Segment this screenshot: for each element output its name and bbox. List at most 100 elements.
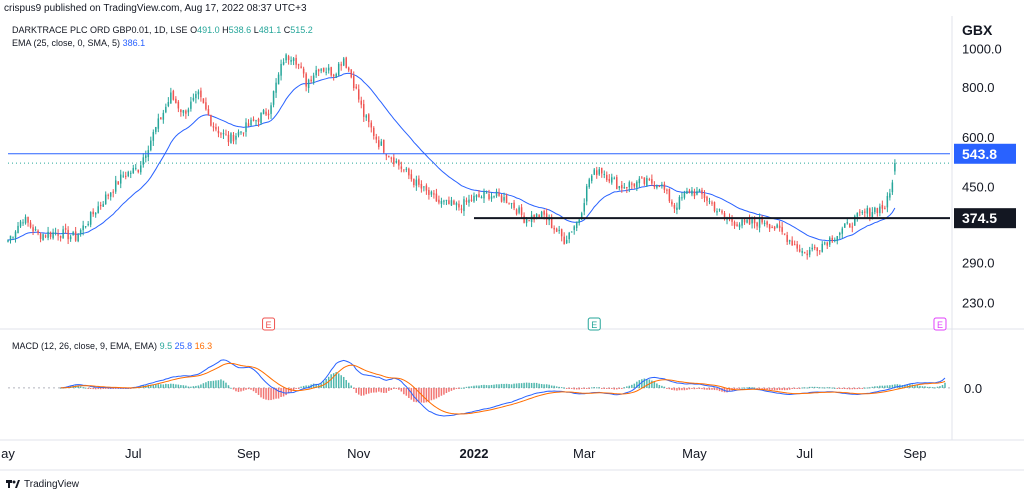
ohlc-close-label: C <box>283 25 291 35</box>
macd-histogram-bar <box>866 387 869 389</box>
candle-body <box>836 235 839 242</box>
candle-body <box>450 200 453 206</box>
macd-histogram-bar <box>410 387 413 400</box>
candle-body <box>756 222 758 227</box>
candle-body <box>152 132 155 141</box>
candle-body <box>580 213 583 220</box>
macd-histogram-bar <box>235 387 237 392</box>
candle-body <box>593 169 595 175</box>
candle-body <box>631 183 633 185</box>
candle-body <box>44 235 47 237</box>
macd-histogram-bar <box>245 387 247 390</box>
candle-body <box>378 140 380 148</box>
macd-legend: MACD (12, 26, close, 9, EMA, EMA) 9.5 25… <box>12 340 212 352</box>
candle-body <box>886 195 889 208</box>
candle-body <box>220 133 222 135</box>
macd-histogram-bar <box>305 385 307 388</box>
candle-body <box>879 206 881 214</box>
candle-body <box>342 58 345 66</box>
macd-histogram-bar <box>503 383 505 388</box>
candle-body <box>433 193 435 195</box>
macd-histogram-bar <box>475 385 478 388</box>
macd-histogram-bar <box>585 387 588 389</box>
candle-body <box>766 221 768 225</box>
macd-histogram-bar <box>889 385 891 388</box>
candle-body <box>185 110 187 114</box>
candle-body <box>438 199 440 203</box>
macd-histogram-bar <box>616 387 618 390</box>
candle-body <box>445 199 448 201</box>
macd-histogram-bar <box>423 387 425 403</box>
macd-histogram-bar <box>781 387 783 391</box>
macd-histogram-bar <box>929 386 931 388</box>
macd-histogram-bar <box>79 386 82 388</box>
macd-histogram-bar <box>107 387 109 389</box>
macd-histogram-bar <box>468 386 470 388</box>
macd-histogram-bar <box>701 387 703 390</box>
candle-body <box>124 175 127 177</box>
candle-body <box>155 126 157 132</box>
macd-histogram-bar <box>478 385 480 388</box>
macd-histogram-bar <box>495 384 498 388</box>
candle-body <box>503 197 505 201</box>
candle-body <box>395 161 398 163</box>
macd-histogram-bar <box>112 387 114 389</box>
macd-histogram-bar <box>533 382 535 388</box>
candle-body <box>568 232 570 240</box>
price-badge-blue <box>954 143 1016 164</box>
macd-histogram-bar <box>350 385 352 388</box>
candle-body <box>27 216 29 223</box>
candle-body <box>538 215 540 219</box>
brand-name: TradingView <box>24 479 80 490</box>
candle-body <box>611 177 613 183</box>
macd-histogram-bar <box>347 382 350 388</box>
macd-histogram-bar <box>535 382 538 388</box>
candle-body <box>287 56 290 61</box>
macd-histogram-bar <box>728 387 731 392</box>
candle-body <box>207 109 210 116</box>
candle-body <box>839 233 841 235</box>
macd-histogram-bar <box>505 383 508 388</box>
candle-body <box>388 156 390 158</box>
macd-histogram-bar <box>841 387 844 389</box>
candle-body <box>167 102 170 106</box>
candle-body <box>871 212 874 218</box>
candle-body <box>801 251 803 253</box>
candle-body <box>413 178 415 186</box>
candle-body <box>265 111 267 115</box>
macd-histogram-bar <box>593 387 595 389</box>
macd-histogram-bar <box>658 384 661 388</box>
macd-histogram-bar <box>82 387 84 389</box>
macd-histogram-bar <box>272 387 275 400</box>
candle-body <box>891 182 894 193</box>
time-tick-label: Sep <box>903 446 926 461</box>
macd-histogram-bar <box>265 387 267 400</box>
candle-body <box>743 219 746 223</box>
candle-body <box>32 227 34 232</box>
candle-body <box>673 205 676 209</box>
macd-histogram-bar <box>428 387 430 403</box>
macd-histogram-bar <box>661 385 663 388</box>
candle-body <box>247 123 250 127</box>
macd-histogram-bar <box>285 387 287 396</box>
macd-histogram-bar <box>831 387 834 389</box>
macd-histogram-bar <box>360 387 363 396</box>
macd-histogram-bar <box>445 387 448 394</box>
macd-histogram-bar <box>202 383 205 388</box>
macd-histogram-bar <box>433 387 435 400</box>
candle-body <box>791 240 793 246</box>
macd-histogram-bar <box>277 387 280 399</box>
candle-body <box>122 175 124 177</box>
macd-histogram-bar <box>588 387 590 389</box>
candle-body <box>109 192 112 197</box>
macd-histogram-bar <box>834 387 836 389</box>
candle-body <box>230 133 232 144</box>
macd-histogram-bar <box>403 387 405 395</box>
candle-body <box>127 171 130 177</box>
candle-body <box>42 234 44 241</box>
candle-body <box>595 170 598 176</box>
candle-body <box>656 185 658 188</box>
macd-histogram-bar <box>598 387 601 389</box>
macd-histogram-bar <box>385 387 388 393</box>
